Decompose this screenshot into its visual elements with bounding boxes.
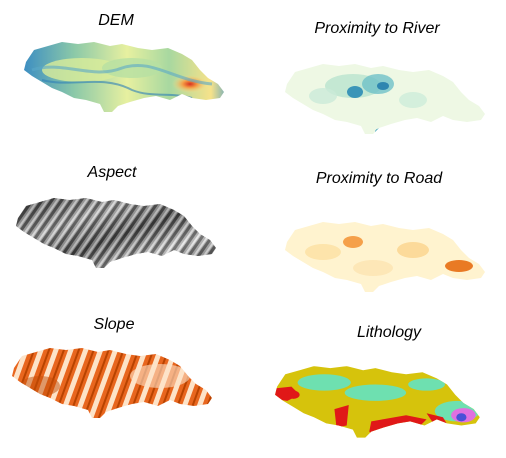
- slope-map: [12, 348, 212, 418]
- panel-proximity-river: Proximity to River: [253, 0, 506, 150]
- proximity-river-map: [285, 64, 485, 134]
- proximity-river-title: Proximity to River: [314, 20, 440, 37]
- panel-lithology: Lithology: [253, 300, 506, 458]
- dem-map: [24, 42, 224, 112]
- dem-title: DEM: [98, 12, 134, 29]
- lithology-map: [275, 366, 480, 438]
- aspect-title: Aspect: [87, 164, 137, 181]
- panel-dem: DEM: [0, 0, 253, 150]
- lithology-title: Lithology: [356, 324, 422, 341]
- slope-title: Slope: [93, 316, 135, 333]
- panel-slope: Slope: [0, 300, 253, 458]
- aspect-map: [16, 198, 216, 268]
- proximity-road-map: [285, 222, 485, 292]
- proximity-road-title: Proximity to Road: [315, 170, 443, 187]
- panel-aspect: Aspect: [0, 150, 253, 300]
- panel-proximity-road: Proximity to Road: [253, 150, 506, 300]
